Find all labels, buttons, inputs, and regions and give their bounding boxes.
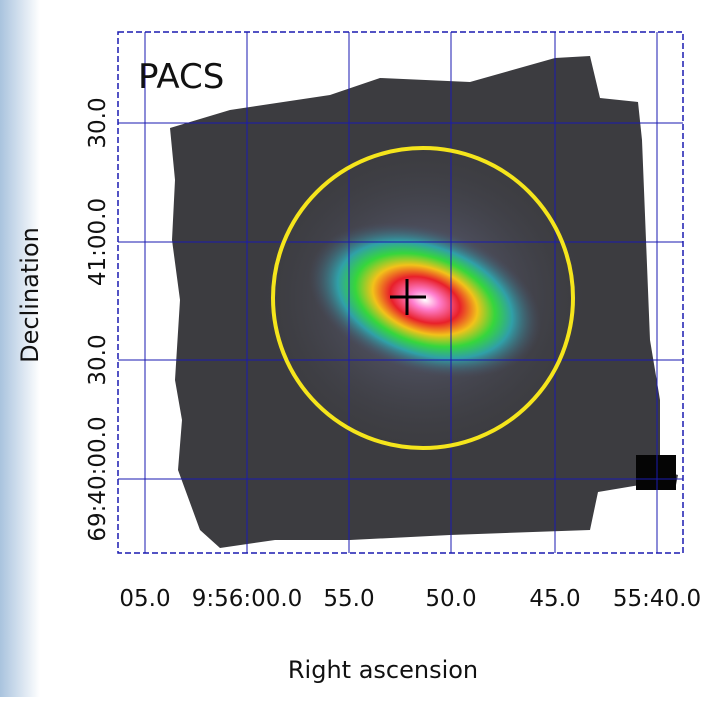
x-axis-label: Right ascension [288, 656, 478, 684]
y-tick-label: 30.0 [85, 97, 111, 148]
x-tick-label: 9:56:00.0 [192, 586, 303, 612]
image [118, 32, 683, 553]
aperture-circle [271, 146, 575, 450]
panel-label: PACS [138, 57, 224, 97]
source-marker [390, 279, 426, 315]
y-axis-label: Declination [16, 227, 44, 363]
grid [118, 32, 683, 553]
x-tick-label: 45.0 [529, 586, 580, 612]
x-ticks: 05.0 9:56:00.0 55.0 50.0 45.0 55:40.0 [119, 586, 701, 612]
frame [117, 31, 684, 554]
y-tick-label: 30.0 [85, 334, 111, 385]
x-tick-label: 55:40.0 [613, 586, 701, 612]
y-ticks: 30.0 41:00.0 30.0 69:40:00.0 [85, 97, 111, 541]
y-tick-label: 69:40:00.0 [85, 416, 111, 541]
y-tick-label: 41:00.0 [85, 198, 111, 286]
background-edge [0, 0, 40, 697]
x-tick-label: 50.0 [425, 586, 476, 612]
x-tick-label: 05.0 [119, 586, 170, 612]
x-tick-label: 55.0 [323, 586, 374, 612]
